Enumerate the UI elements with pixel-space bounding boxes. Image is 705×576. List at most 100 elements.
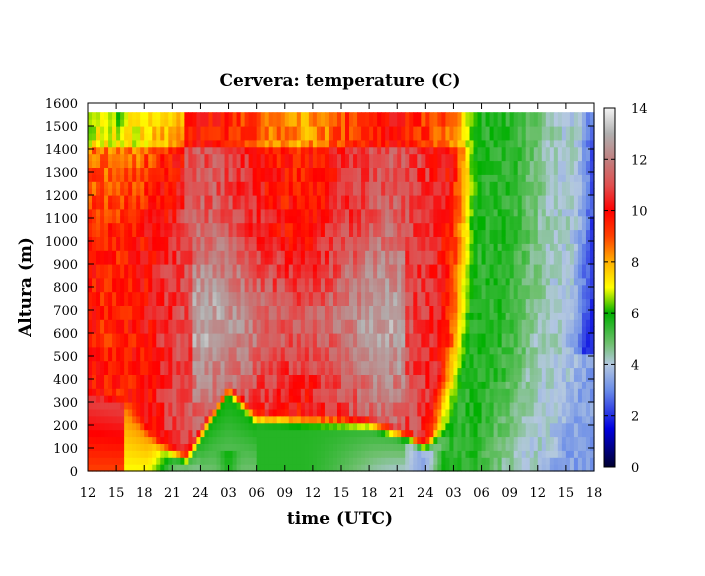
heatmap-cell — [236, 291, 242, 300]
heatmap-cell — [144, 188, 149, 196]
heatmap-cell — [284, 146, 290, 155]
heatmap-cell — [349, 367, 354, 375]
heatmap-cell — [449, 415, 455, 424]
heatmap-cell — [208, 422, 214, 431]
heatmap-cell — [328, 346, 334, 355]
heatmap-cell — [320, 443, 326, 451]
heatmap-cell — [461, 457, 467, 465]
heatmap-cell — [345, 436, 350, 444]
heatmap-cell — [433, 436, 438, 444]
heatmap-cell — [324, 326, 330, 334]
heatmap-cell — [260, 146, 266, 155]
heatmap-cell — [92, 112, 97, 120]
heatmap-cell — [100, 305, 105, 313]
heatmap-cell — [401, 353, 406, 362]
heatmap-cell — [385, 229, 390, 237]
heatmap-cell — [421, 160, 426, 168]
heatmap-cell — [409, 415, 414, 424]
heatmap-cell — [341, 270, 346, 279]
heatmap-cell — [144, 257, 149, 265]
heatmap-cell — [112, 305, 117, 313]
heatmap-cell — [280, 215, 286, 224]
heatmap-cell — [308, 319, 314, 327]
heatmap-cell — [196, 188, 202, 196]
heatmap-cell — [172, 188, 177, 196]
heatmap-cell — [457, 457, 463, 465]
heatmap-cell — [232, 126, 238, 134]
heatmap-cell — [216, 346, 222, 355]
chart-title: Cervera: temperature (C) — [219, 71, 460, 91]
heatmap-cell — [100, 360, 105, 369]
heatmap-cell — [437, 181, 442, 189]
heatmap-cell — [336, 284, 342, 293]
heatmap-cell — [413, 208, 418, 217]
heatmap-cell — [304, 402, 310, 410]
heatmap-cell — [421, 153, 426, 162]
heatmap-cell — [357, 243, 362, 251]
heatmap-cell — [341, 381, 346, 389]
heatmap-cell — [320, 174, 326, 182]
heatmap-cell — [160, 229, 165, 237]
heatmap-cell — [308, 243, 314, 251]
heatmap-cell — [228, 270, 234, 279]
heatmap-cell — [349, 208, 354, 217]
heatmap-cell — [220, 429, 226, 438]
heatmap-cell — [385, 167, 390, 175]
heatmap-cell — [445, 422, 451, 431]
heatmap-cell — [433, 291, 438, 300]
heatmap-cell — [429, 443, 434, 451]
heatmap-cell — [112, 236, 117, 244]
heatmap-cell — [272, 222, 278, 231]
heatmap-cell — [405, 415, 410, 424]
heatmap-cell — [224, 119, 230, 127]
heatmap-cell — [429, 291, 434, 300]
heatmap-cell — [421, 132, 426, 141]
heatmap-cell — [332, 201, 338, 210]
heatmap-cell — [385, 305, 390, 313]
heatmap-cell — [156, 381, 161, 389]
heatmap-cell — [132, 146, 137, 155]
heatmap-cell — [232, 464, 238, 472]
heatmap-cell — [240, 388, 246, 396]
heatmap-cell — [152, 353, 157, 362]
heatmap-cell — [100, 222, 105, 231]
heatmap-cell — [389, 243, 394, 251]
heatmap-cell — [385, 429, 390, 438]
heatmap-cell — [308, 250, 314, 258]
heatmap-cell — [144, 215, 149, 224]
heatmap-cell — [341, 229, 346, 237]
heatmap-cell — [469, 126, 475, 134]
heatmap-cell — [196, 415, 202, 424]
heatmap-cell — [176, 422, 181, 431]
heatmap-cell — [184, 153, 189, 162]
heatmap-cell — [132, 222, 137, 231]
heatmap-cell — [308, 374, 314, 382]
heatmap-cell — [381, 126, 386, 134]
heatmap-cell — [240, 381, 246, 389]
heatmap-cell — [453, 429, 459, 438]
heatmap-cell — [296, 291, 302, 300]
heatmap-cell — [449, 339, 455, 348]
heatmap-cell — [284, 319, 290, 327]
heatmap-cell — [385, 146, 390, 155]
heatmap-cell — [437, 319, 442, 327]
heatmap-cell — [108, 153, 113, 162]
heatmap-cell — [276, 132, 282, 141]
heatmap-cell — [324, 395, 330, 403]
heatmap-cell — [441, 160, 447, 168]
heatmap-cell — [160, 208, 165, 217]
heatmap-cell — [461, 346, 467, 355]
heatmap-cell — [144, 284, 149, 293]
heatmap-cell — [172, 374, 177, 382]
heatmap-cell — [461, 139, 467, 148]
heatmap-cell — [300, 360, 306, 369]
heatmap-cell — [441, 181, 447, 189]
heatmap-cell — [401, 457, 406, 465]
heatmap-cell — [200, 408, 206, 417]
heatmap-cell — [361, 229, 366, 237]
heatmap-cell — [244, 270, 250, 279]
heatmap-cell — [184, 132, 189, 141]
heatmap-cell — [320, 346, 326, 355]
heatmap-cell — [148, 408, 153, 417]
heatmap-cell — [224, 201, 230, 210]
